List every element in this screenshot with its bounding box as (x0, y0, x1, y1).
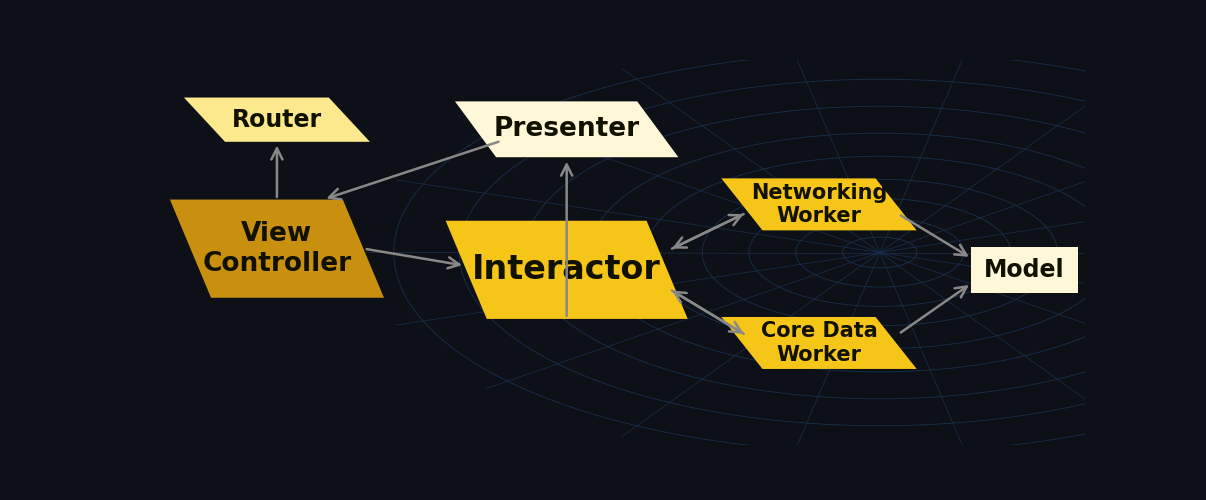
Text: Networking
Worker: Networking Worker (751, 183, 888, 226)
Text: Presenter: Presenter (493, 116, 639, 142)
Polygon shape (185, 98, 370, 142)
Text: Interactor: Interactor (473, 254, 661, 286)
Text: Router: Router (232, 108, 322, 132)
Text: Core Data
Worker: Core Data Worker (761, 322, 878, 364)
Polygon shape (446, 220, 687, 319)
Text: Model: Model (984, 258, 1065, 282)
Polygon shape (721, 178, 917, 231)
Polygon shape (971, 246, 1078, 293)
Polygon shape (170, 200, 384, 298)
Text: View
Controller: View Controller (203, 220, 351, 276)
Polygon shape (455, 102, 678, 157)
Polygon shape (721, 317, 917, 369)
